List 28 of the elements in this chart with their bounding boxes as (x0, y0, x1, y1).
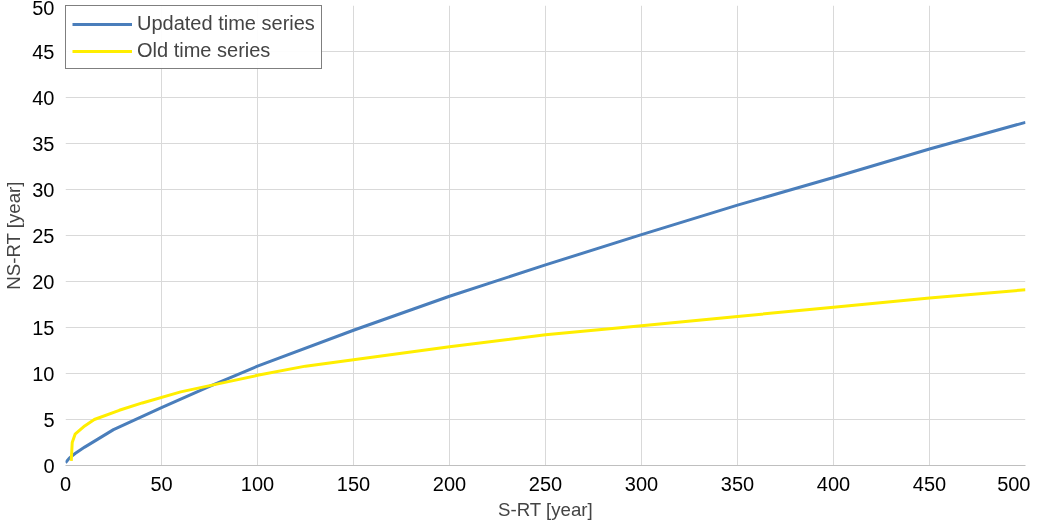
line-series (69, 288, 1026, 463)
x-tick-label: 350 (720, 472, 755, 495)
x-tick-label: 450 (912, 472, 947, 495)
y-tick-label: 40 (32, 86, 55, 109)
x-axis-title: S-RT [year] (497, 498, 593, 520)
legend-label: Old time series (137, 39, 271, 62)
y-axis-title: NS-RT [year] (3, 181, 25, 290)
x-tick-label: 0 (59, 472, 72, 495)
x-tick-label: 250 (528, 472, 563, 495)
x-tick-label: 100 (240, 472, 275, 495)
x-tick-label: 50 (150, 472, 173, 495)
y-tick-label: 25 (32, 224, 55, 247)
y-tick-label: 0 (43, 454, 55, 477)
line-series (65, 120, 1026, 465)
y-tick-label: 20 (32, 270, 55, 293)
y-tick-label: 30 (32, 178, 55, 201)
y-tick-label: 50 (32, 0, 55, 19)
y-tick-label: 15 (32, 316, 55, 339)
legend-label: Updated time series (137, 12, 315, 35)
x-tick-label: 400 (816, 472, 851, 495)
x-tick-label: 200 (432, 472, 467, 495)
y-tick-label: 35 (32, 132, 55, 155)
y-tick-label: 5 (43, 408, 55, 431)
x-tick-label: 150 (336, 472, 371, 495)
y-tick-label: 45 (32, 40, 55, 63)
x-tick-label: 300 (624, 472, 659, 495)
y-tick-label: 10 (32, 362, 55, 385)
x-tick-label: 500 (997, 472, 1031, 495)
